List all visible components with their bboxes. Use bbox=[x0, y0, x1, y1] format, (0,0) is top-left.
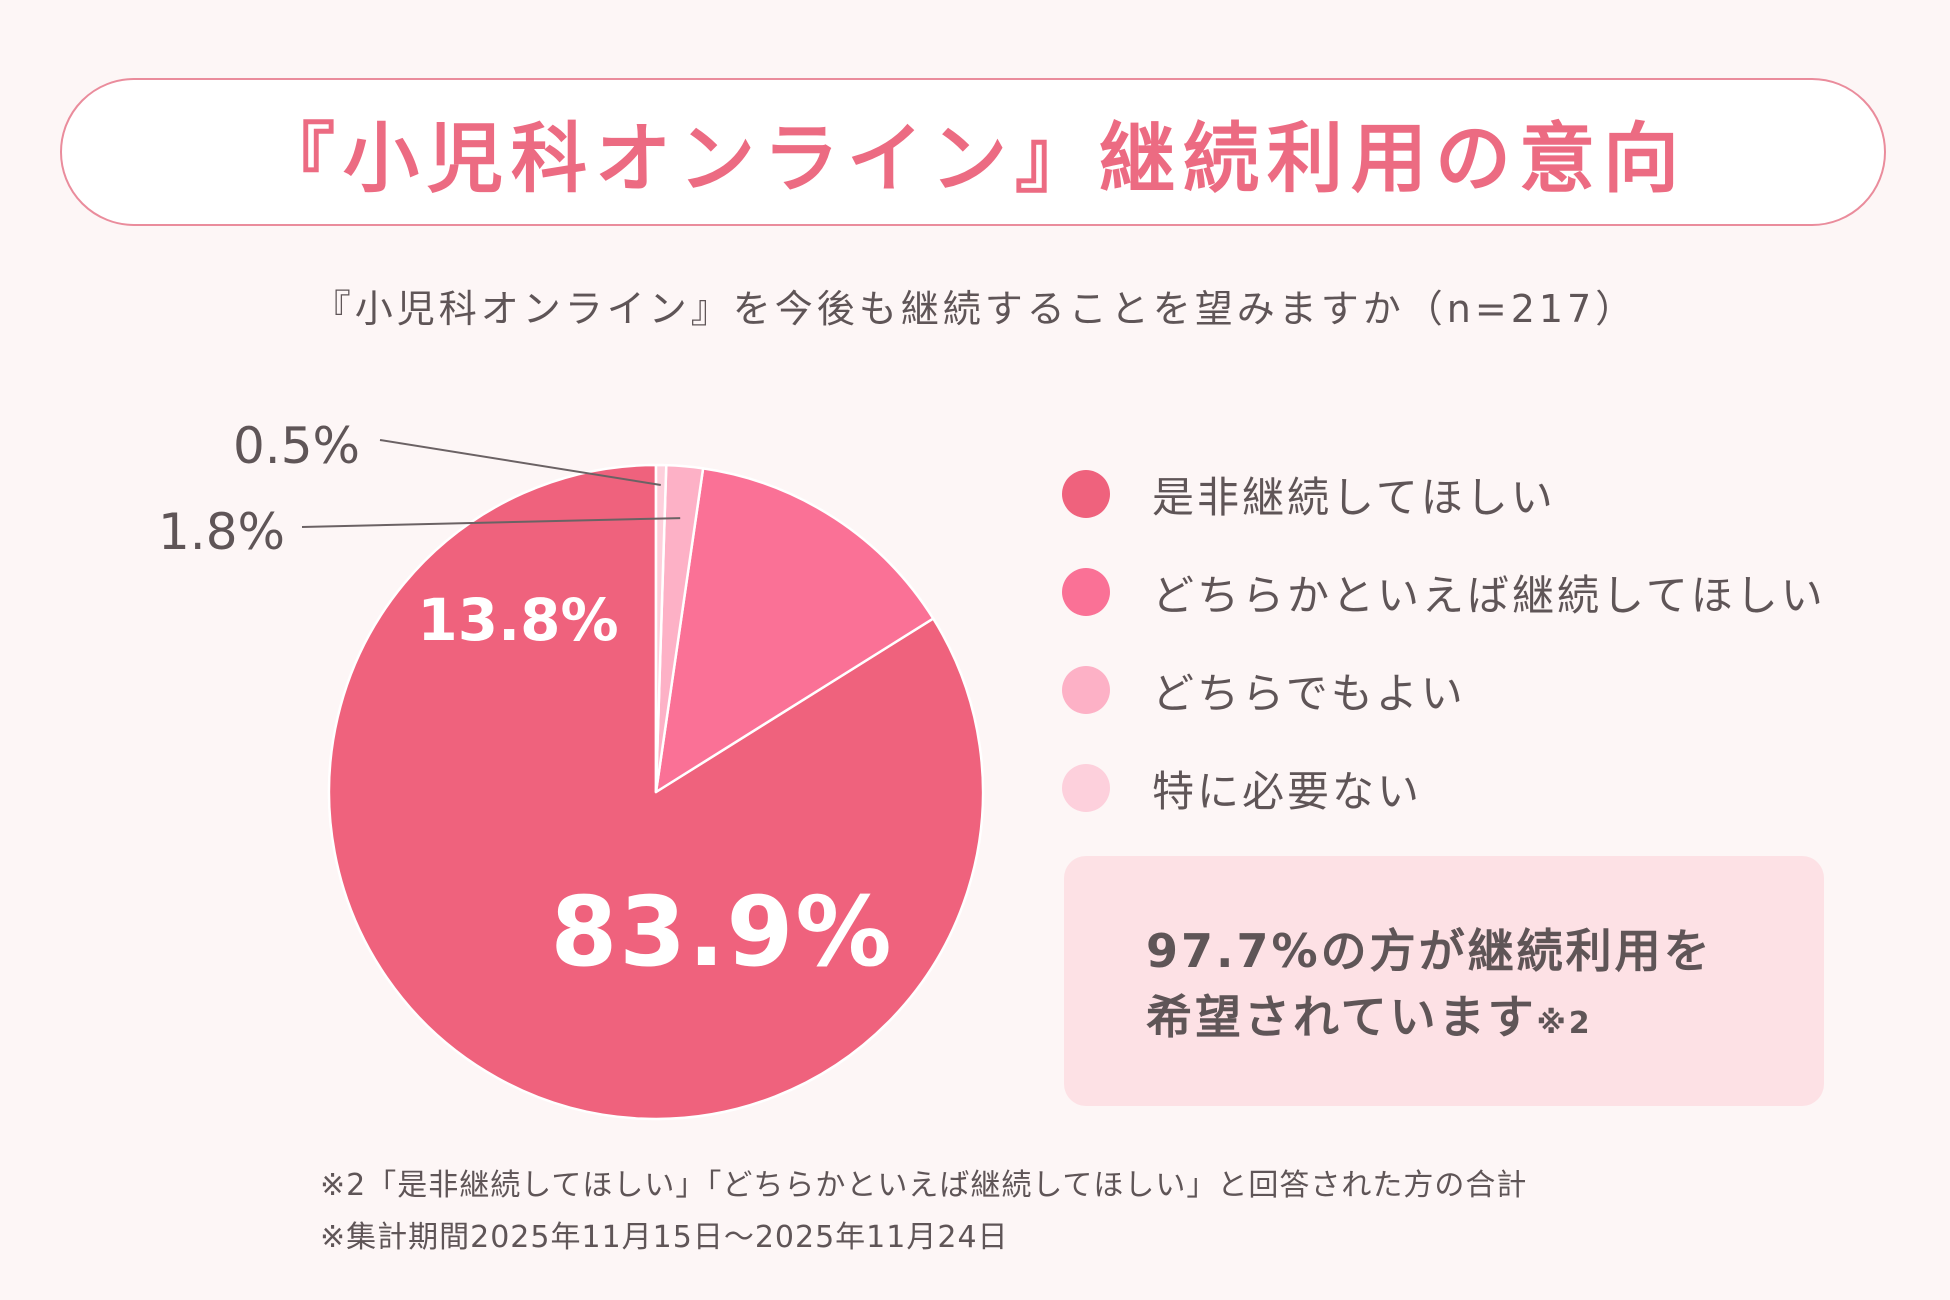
leader-line-not-needed bbox=[379, 439, 661, 486]
slice-label-neutral: 1.8% bbox=[158, 503, 285, 561]
slice-label-somewhat: 13.8% bbox=[417, 586, 618, 654]
legend-label-neutral: どちらでもよい bbox=[1152, 668, 1466, 718]
footnote-1: ※2「是非継続してほしい」「どちらかといえば継続してほしい」と回答された方の合計 bbox=[320, 1168, 1528, 1203]
legend-item-not-needed: 特に必要ない bbox=[1062, 739, 1826, 837]
callout-line-2: 希望されています※2 bbox=[1146, 984, 1824, 1057]
footnote-2: ※集計期間2025年11月15日〜2025年11月24日 bbox=[320, 1220, 1009, 1255]
callout-line-1: 97.7%の方が継続利用を bbox=[1146, 924, 1713, 978]
chart-question: 『小児科オンライン』を今後も継続することを望みますか（n=217） bbox=[312, 287, 1638, 331]
legend-item-neutral: どちらでもよい bbox=[1062, 641, 1826, 739]
legend-item-somewhat: どちらかといえば継続してほしい bbox=[1062, 543, 1826, 641]
chart-legend: 是非継続してほしい どちらかといえば継続してほしい どちらでもよい 特に必要ない bbox=[1062, 445, 1826, 837]
legend-label-not-needed: 特に必要ない bbox=[1152, 766, 1423, 816]
page-title: 『小児科オンライン』継続利用の意向 bbox=[259, 114, 1687, 203]
legend-dot-somewhat bbox=[1062, 568, 1110, 616]
legend-dot-not-needed bbox=[1062, 764, 1110, 812]
legend-item-very-much: 是非継続してほしい bbox=[1062, 445, 1826, 543]
slice-label-not-needed: 0.5% bbox=[233, 417, 360, 475]
leader-line-neutral bbox=[301, 517, 681, 528]
title-banner: 『小児科オンライン』継続利用の意向 bbox=[60, 78, 1886, 226]
callout-note-ref: ※2 bbox=[1536, 1006, 1593, 1041]
pie-slice-somewhat bbox=[654, 467, 935, 794]
slice-label-very-much: 83.9% bbox=[550, 876, 893, 988]
callout-line-2-text: 希望されています bbox=[1146, 990, 1537, 1044]
legend-label-somewhat: どちらかといえば継続してほしい bbox=[1152, 570, 1826, 620]
legend-dot-neutral bbox=[1062, 666, 1110, 714]
pie-slice-not-needed bbox=[654, 463, 668, 794]
legend-label-very-much: 是非継続してほしい bbox=[1152, 472, 1556, 522]
legend-dot-very-much bbox=[1062, 470, 1110, 518]
pie-slice-very-much bbox=[327, 463, 985, 1121]
pie-value-labels: 83.9% 13.8% 1.8% 0.5% bbox=[158, 417, 893, 988]
summary-callout: 97.7%の方が継続利用を 希望されています※2 bbox=[1064, 856, 1824, 1106]
pie-slices bbox=[327, 463, 985, 1121]
leader-lines bbox=[301, 439, 681, 528]
